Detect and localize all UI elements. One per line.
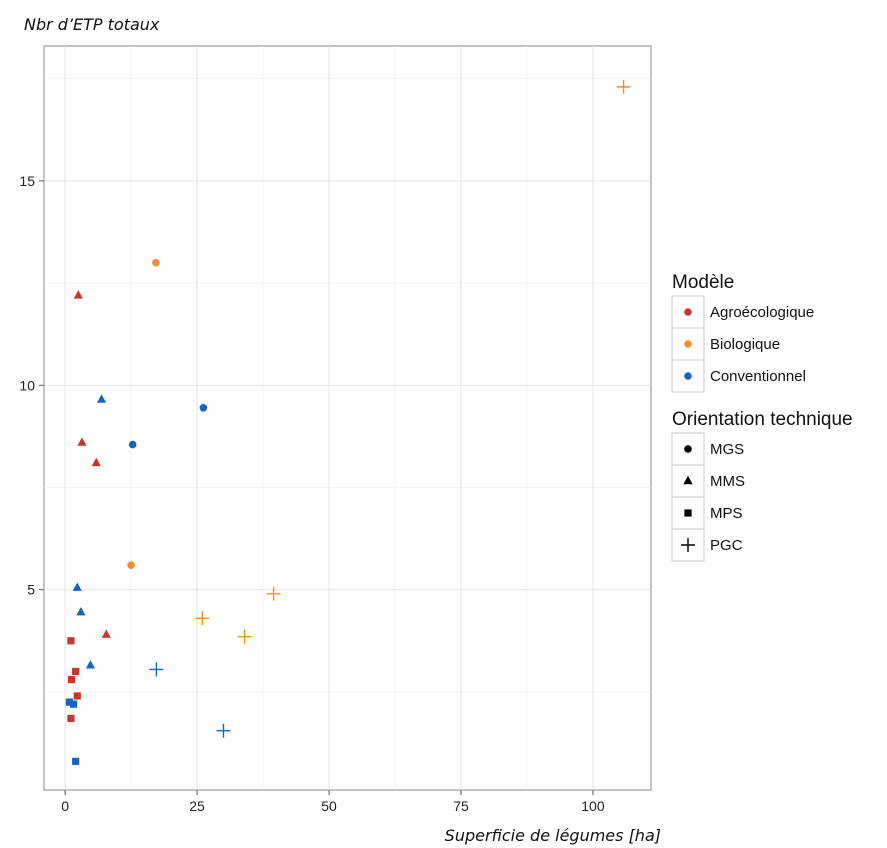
data-point [152, 258, 160, 267]
data-point [616, 79, 631, 94]
legends: Modèle Agroécologique Biologique Convention… [671, 272, 853, 562]
data-point [72, 667, 80, 676]
x-axis-title: Superficie de légumes [ha] [445, 826, 661, 845]
legend-key-symbol [683, 475, 693, 485]
legend-key-symbol [684, 372, 692, 380]
data-point [237, 629, 252, 644]
minor-gridlines [44, 46, 651, 790]
data-points [65, 79, 631, 765]
data-point [67, 676, 76, 684]
x-tick-label: 50 [321, 798, 337, 814]
data-point [73, 290, 83, 299]
data-point [101, 629, 111, 638]
legend-label: PGC [710, 537, 743, 554]
legend-label: Biologique [710, 336, 780, 353]
data-point [67, 637, 75, 645]
legend-key-box [671, 359, 705, 393]
legend-label: Conventionnel [710, 368, 806, 385]
data-point [199, 403, 208, 412]
legend-label: MGS [710, 441, 744, 458]
legend-label: MMS [710, 473, 745, 490]
data-point [216, 723, 231, 738]
y-tick-label: 15 [19, 173, 35, 189]
legend-key-symbol [684, 509, 692, 517]
x-tick-label: 25 [189, 798, 205, 814]
axis-ticks: 0 25 50 75 100 5 10 15 [19, 173, 604, 814]
y-axis-title: Nbr d’ETP totaux [24, 15, 160, 34]
y-tick-label: 5 [27, 582, 35, 598]
legend-key-symbol [681, 538, 695, 552]
data-point [266, 586, 281, 601]
data-point [127, 561, 135, 569]
y-tick-label: 10 [19, 377, 35, 393]
legend-key-symbol [684, 340, 692, 348]
data-point [85, 660, 96, 669]
legend-title: Orientation technique [672, 409, 853, 430]
data-point [195, 611, 210, 626]
data-point [149, 662, 164, 677]
legend-label: MPS [710, 505, 743, 522]
x-tick-label: 0 [61, 798, 69, 814]
legend-key-box [671, 528, 705, 562]
data-point [67, 714, 75, 723]
legend-label: Agroécologique [710, 304, 814, 321]
data-point [69, 700, 78, 708]
data-point [73, 692, 81, 700]
x-tick-label: 75 [453, 798, 469, 814]
legend-title: Modèle [672, 272, 734, 293]
plot-panel [43, 45, 652, 791]
data-point [77, 437, 87, 446]
data-point [76, 606, 86, 616]
data-point [65, 698, 73, 706]
data-point [96, 394, 107, 403]
legend-key-symbol [684, 308, 692, 316]
data-point [72, 757, 80, 765]
legend-key-symbol [684, 445, 692, 453]
data-point [128, 440, 137, 449]
major-gridlines [44, 46, 651, 790]
data-point [72, 582, 82, 591]
x-tick-label: 100 [581, 798, 605, 814]
data-point [91, 457, 101, 467]
